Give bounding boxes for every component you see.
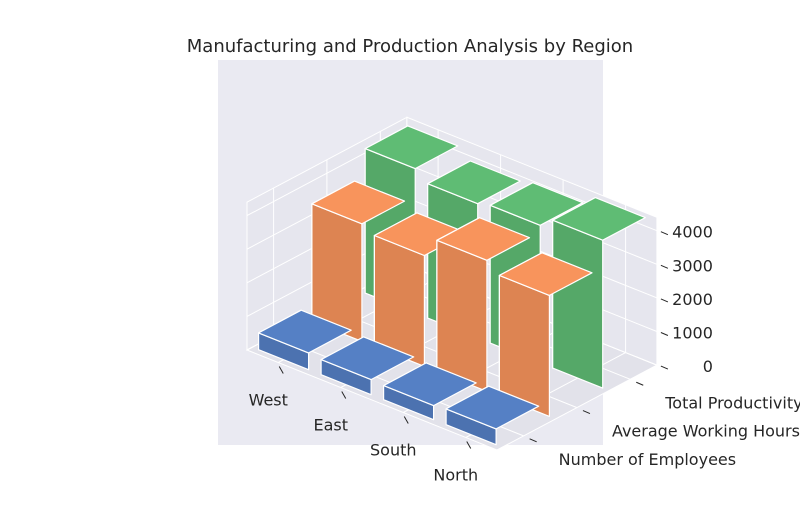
- z-tick: [660, 332, 669, 336]
- z-tick: [660, 298, 669, 303]
- y-tick-label: Total Productivity (Units): [664, 393, 800, 412]
- bar-number-of-employees-south: [383, 362, 477, 421]
- z-tick-label: 1000: [672, 324, 713, 343]
- bar-average-working-hours-south: [436, 217, 531, 392]
- x-tick-label: South: [370, 441, 417, 460]
- z-tick: [660, 365, 669, 370]
- bars-group: [258, 125, 646, 446]
- tick-labels: West East South North Number of Employees Ave…: [249, 223, 800, 485]
- y-tick: [636, 381, 644, 386]
- y-tick: [529, 438, 537, 443]
- z-tick-label: 0: [703, 357, 713, 376]
- x-tick: [403, 416, 409, 424]
- x-tick: [278, 366, 284, 374]
- y-tick: [582, 410, 591, 415]
- bar-average-working-hours-north: [498, 252, 593, 417]
- x-tick-label: North: [433, 466, 478, 485]
- x-tick-label: East: [313, 416, 348, 435]
- bar-number-of-employees-north: [445, 385, 540, 446]
- x-tick: [341, 391, 347, 399]
- bar-number-of-employees-west: [258, 309, 352, 371]
- tick-marks: [278, 231, 669, 449]
- z-tick-label: 2000: [672, 290, 713, 309]
- chart-title: Manufacturing and Production Analysis by…: [187, 36, 633, 57]
- x-tick-label: West: [249, 391, 288, 410]
- y-tick-label: Average Working Hours: [612, 422, 800, 441]
- bar-average-working-hours-west: [311, 180, 406, 342]
- x-tick: [466, 441, 472, 449]
- y-tick-label: Number of Employees: [559, 450, 736, 469]
- z-tick-label: 4000: [672, 223, 713, 242]
- z-tick: [660, 231, 669, 236]
- bar-number-of-employees-east: [320, 336, 415, 396]
- z-tick-label: 3000: [672, 256, 713, 275]
- z-tick: [660, 264, 669, 269]
